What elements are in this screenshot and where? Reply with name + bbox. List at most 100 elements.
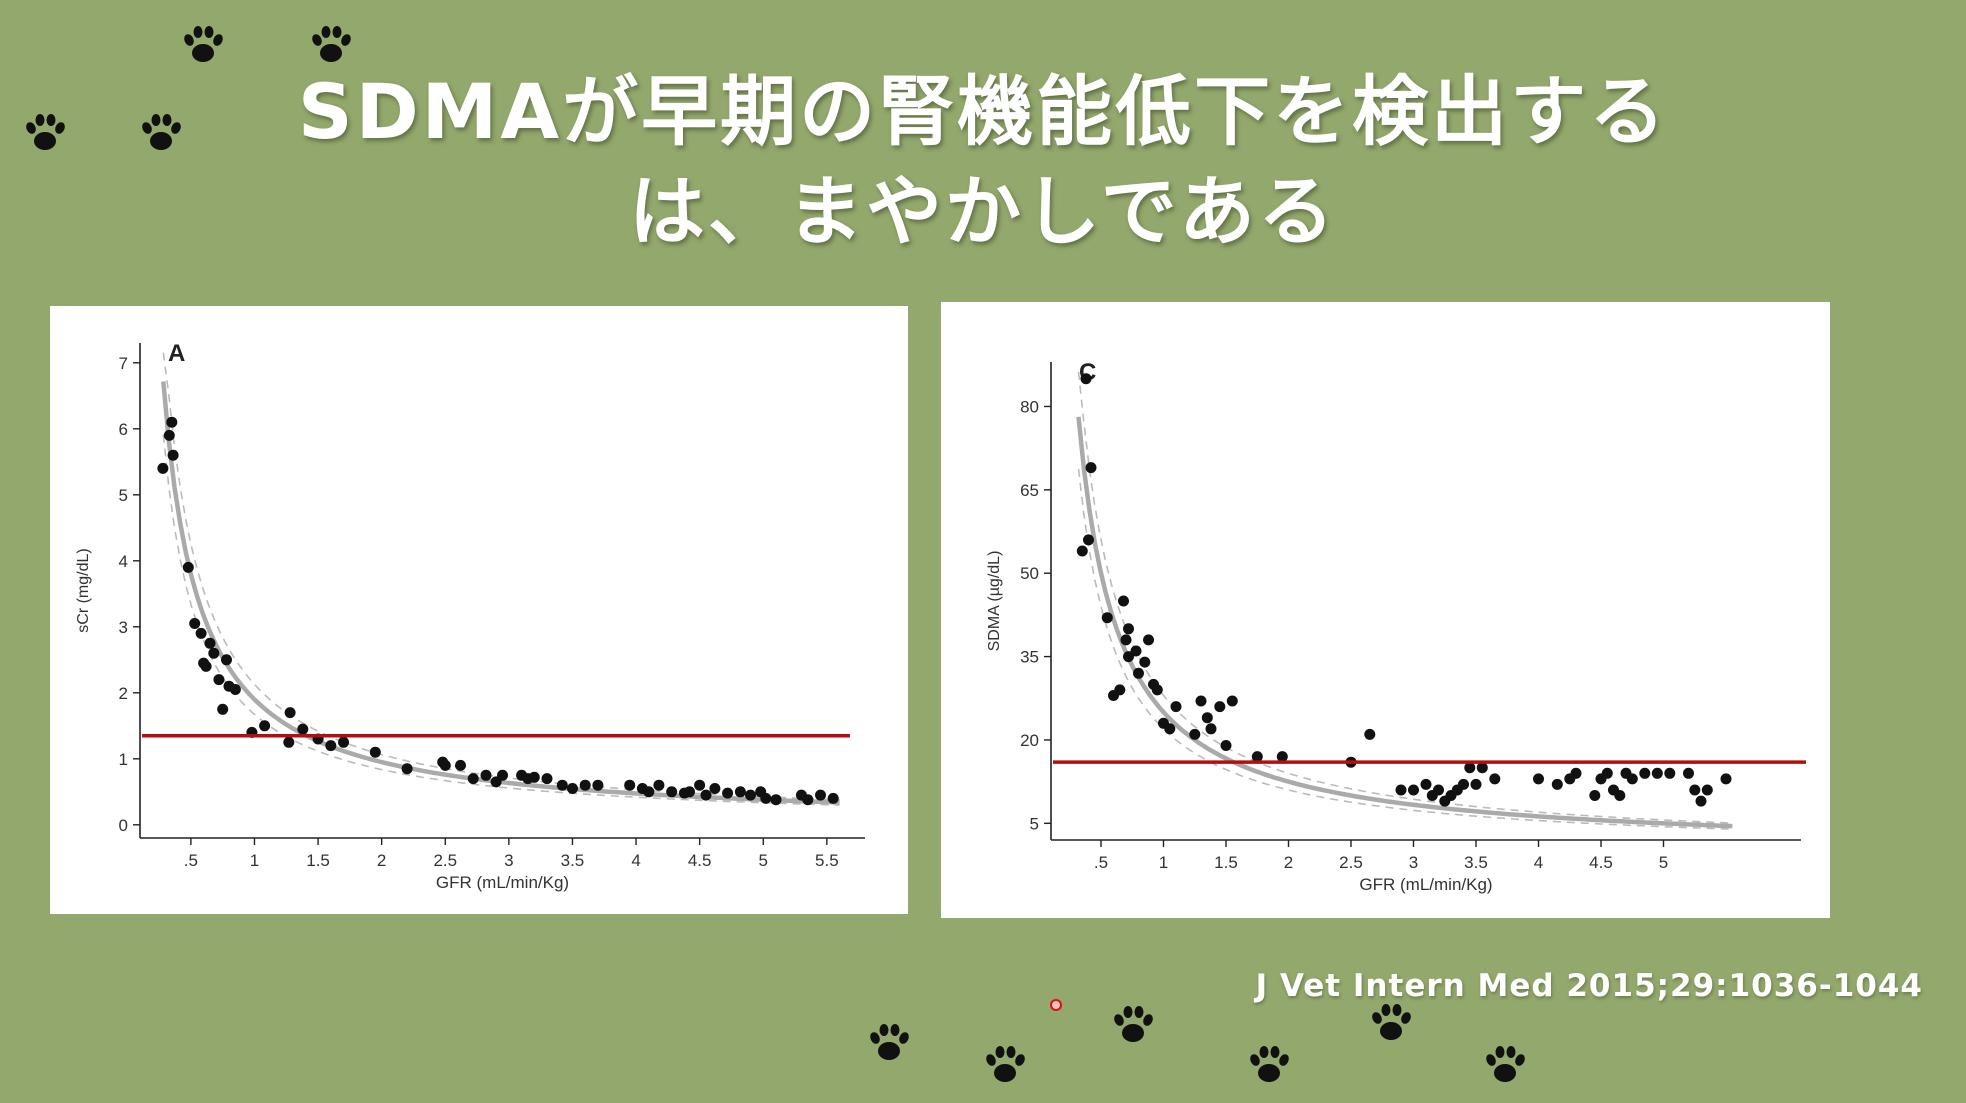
data-point — [1189, 728, 1201, 740]
y-tick-label: 80 — [1020, 397, 1039, 416]
chart-c-svg: 5 20 35 50 65 80 .5 1 1.5 2 2.5 3 3.5 4 4.5 5 GFR (mL/mi… — [986, 359, 1806, 894]
data-point — [579, 779, 591, 791]
paw-print-icon — [138, 110, 184, 156]
data-point — [653, 779, 665, 791]
data-point — [1701, 784, 1713, 796]
data-point — [1080, 373, 1092, 385]
data-point — [1123, 623, 1134, 635]
data-point — [401, 763, 413, 775]
data-point — [709, 783, 721, 794]
title-line-2: は、まやかしである — [629, 167, 1337, 256]
data-point — [745, 789, 756, 801]
paw-print-icon — [308, 22, 354, 68]
fit-curve-line — [161, 381, 840, 805]
data-point — [528, 771, 540, 783]
y-tick-label: 4 — [119, 552, 128, 571]
y-tick-label: 5 — [119, 486, 128, 505]
data-point — [297, 723, 309, 735]
data-point — [1464, 762, 1476, 774]
data-point — [369, 746, 381, 758]
x-tick-label: 5.5 — [815, 851, 839, 870]
paw-print-icon — [866, 1020, 912, 1066]
y-tick-label: 3 — [119, 618, 128, 637]
data-point — [1689, 784, 1701, 796]
data-point — [1551, 778, 1563, 790]
data-point — [217, 703, 229, 715]
x-tick-label: 2 — [377, 851, 386, 870]
y-axis-label: SDMA (µg/dL) — [986, 551, 1003, 652]
data-point — [1226, 695, 1238, 707]
data-point — [167, 449, 179, 461]
data-point — [1664, 767, 1676, 779]
data-point — [1170, 701, 1182, 713]
lower-band-line — [162, 434, 840, 806]
data-point — [1651, 767, 1663, 779]
upper-band-line — [162, 352, 840, 801]
data-point — [182, 561, 194, 573]
data-point — [1570, 767, 1582, 779]
upper-band-line — [1077, 371, 1733, 824]
data-point — [666, 786, 678, 798]
data-point — [1489, 773, 1501, 785]
paw-print-icon — [180, 22, 226, 68]
data-point — [815, 789, 826, 801]
data-point — [1589, 790, 1601, 801]
data-point — [1639, 767, 1651, 779]
data-point — [722, 787, 734, 799]
title-line-1: SDMAが早期の腎機能低下を検出する — [297, 67, 1669, 156]
paw-print-icon — [1246, 1042, 1292, 1088]
data-point — [1720, 773, 1732, 785]
x-tick-label: 3.5 — [1464, 853, 1488, 872]
panel-letter: A — [168, 340, 185, 367]
data-point — [439, 759, 451, 771]
data-point — [1195, 695, 1207, 707]
x-tick-label: .5 — [1094, 853, 1108, 872]
data-point — [1201, 712, 1213, 724]
y-tick-label: 65 — [1020, 481, 1039, 500]
data-point — [208, 647, 220, 659]
y-tick-label: 0 — [119, 816, 128, 835]
data-point — [455, 759, 466, 771]
data-point — [284, 707, 296, 719]
data-point — [497, 769, 508, 781]
x-tick-label: 5 — [1659, 853, 1668, 872]
data-point — [1205, 723, 1217, 735]
data-point — [592, 779, 604, 791]
y-axis-label: sCr (mg/dL) — [75, 548, 92, 632]
data-point — [1120, 634, 1132, 646]
data-point — [1164, 723, 1176, 735]
x-axis-label: GFR (mL/min/Kg) — [1359, 875, 1492, 894]
data-point — [204, 637, 216, 649]
data-point — [1151, 684, 1163, 696]
data-point — [1364, 728, 1376, 740]
x-tick-label: 4 — [1534, 853, 1543, 872]
data-point — [283, 736, 295, 748]
x-tick-label: 4.5 — [688, 851, 712, 870]
data-point — [1083, 534, 1094, 546]
laser-pointer-dot — [1050, 999, 1062, 1011]
data-point — [467, 773, 479, 785]
data-point — [259, 720, 271, 732]
x-tick-label: 3 — [1409, 853, 1418, 872]
data-point — [1420, 778, 1432, 790]
data-point — [166, 416, 178, 428]
x-tick-label: 3.5 — [561, 851, 585, 870]
data-point — [684, 786, 695, 798]
data-point — [694, 779, 706, 791]
data-point — [1085, 462, 1097, 474]
chart-panel-c: 5 20 35 50 65 80 .5 1 1.5 2 2.5 3 3.5 4 4.5 5 GFR (mL/mi… — [941, 302, 1830, 918]
data-point — [1143, 634, 1154, 646]
chart-a-svg: 0 1 2 3 4 5 6 7 .5 1 1.5 2 2.5 3 3.5 4 4.5 5 5.5 GFR (mL/mi… — [75, 340, 865, 892]
y-tick-label: 5 — [1030, 814, 1039, 833]
data-point — [1123, 651, 1134, 663]
data-point — [1214, 701, 1226, 713]
data-point — [163, 429, 175, 441]
data-point — [221, 654, 232, 666]
slide-title: SDMAが早期の腎機能低下を検出する は、まやかしである — [0, 62, 1966, 262]
data-point — [1130, 645, 1142, 657]
x-tick-label: 2.5 — [433, 851, 457, 870]
data-point — [1139, 656, 1151, 668]
data-point — [1533, 773, 1544, 785]
data-point — [541, 773, 553, 785]
data-point — [1118, 595, 1129, 607]
